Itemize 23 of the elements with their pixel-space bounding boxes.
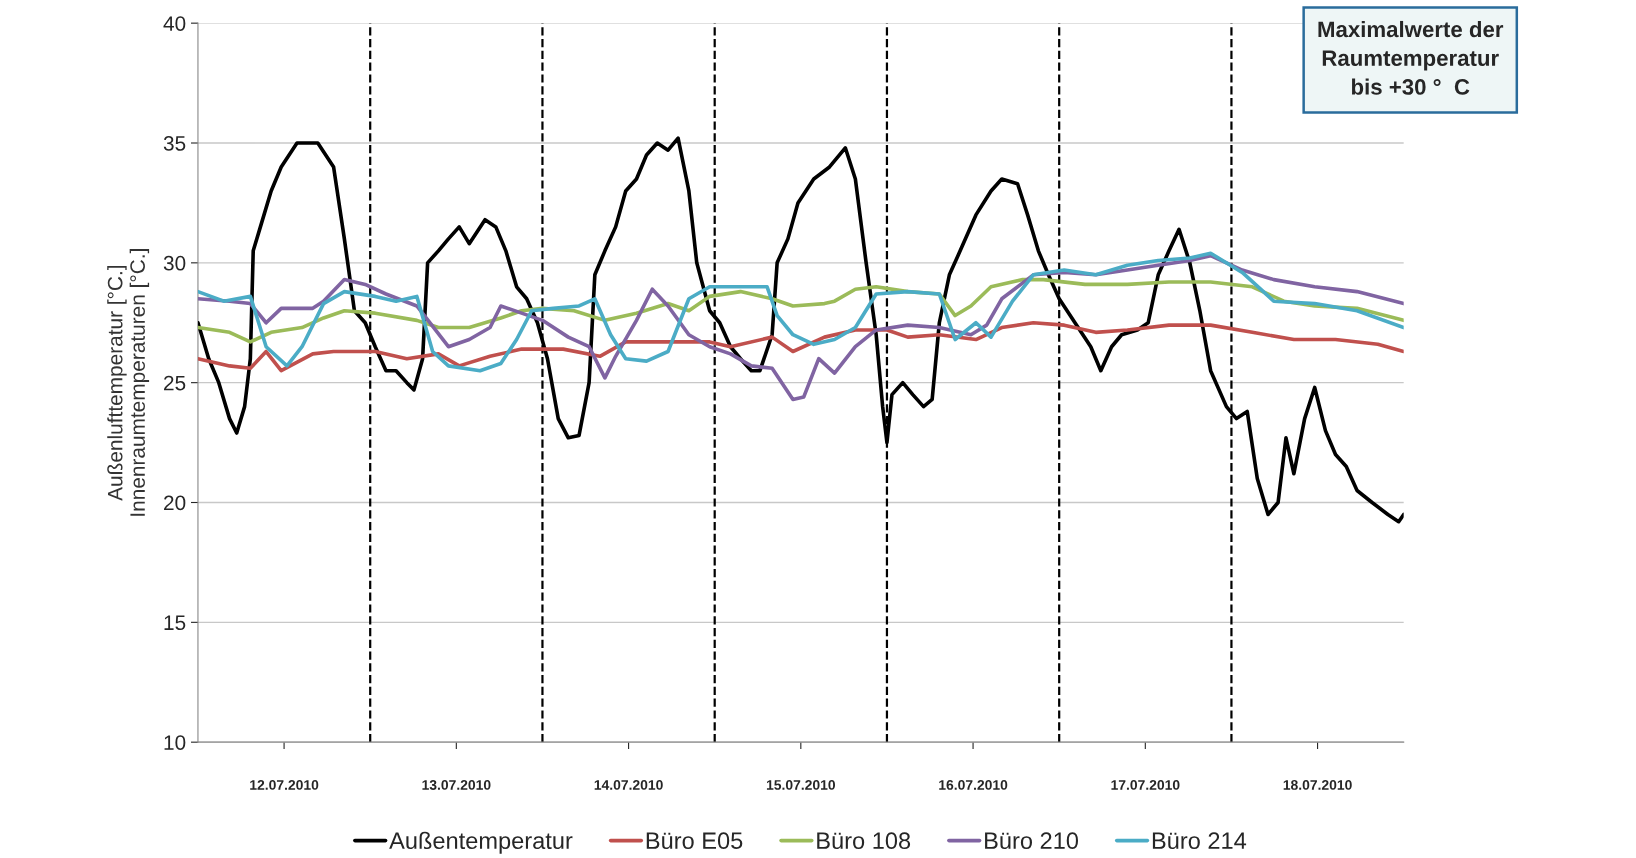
y-tick-label: 30	[163, 255, 186, 271]
x-tick-label: 18.07.2010	[1283, 780, 1352, 790]
x-tick-label: 12.07.2010	[250, 780, 319, 790]
y-tick-label: 35	[163, 136, 186, 151]
x-tick-label: 13.07.2010	[422, 780, 491, 790]
x-tick-label: 16.07.2010	[939, 780, 1008, 790]
legend-label: Büro 210	[985, 832, 1079, 850]
x-tick-label: 14.07.2010	[594, 780, 663, 790]
y-tick-label: 40	[163, 16, 186, 31]
x-tick-label: 17.07.2010	[1111, 780, 1180, 790]
legend-label: Außentemperatur	[389, 831, 573, 854]
legend-label: Büro E05	[646, 832, 743, 850]
line-series	[197, 251, 1404, 373]
y-tick-label: 20	[164, 495, 186, 511]
legend-label: Büro 214	[1152, 832, 1247, 850]
y-axis-title: Außenlufttemperatur [°C.] Innenraumtemperaturen [°C.]	[107, 249, 150, 516]
line-series	[197, 320, 1404, 373]
y-tick-label: 10	[164, 735, 186, 750]
y-tick-label: 25	[164, 375, 186, 391]
y-tick-label: 15	[164, 615, 186, 631]
x-tick-label: 15.07.2010	[766, 780, 836, 790]
legend-label: Büro 108	[817, 832, 911, 850]
annotation: Maximalwerte der Raumtemperatur bis +30 ° C	[1318, 20, 1504, 95]
